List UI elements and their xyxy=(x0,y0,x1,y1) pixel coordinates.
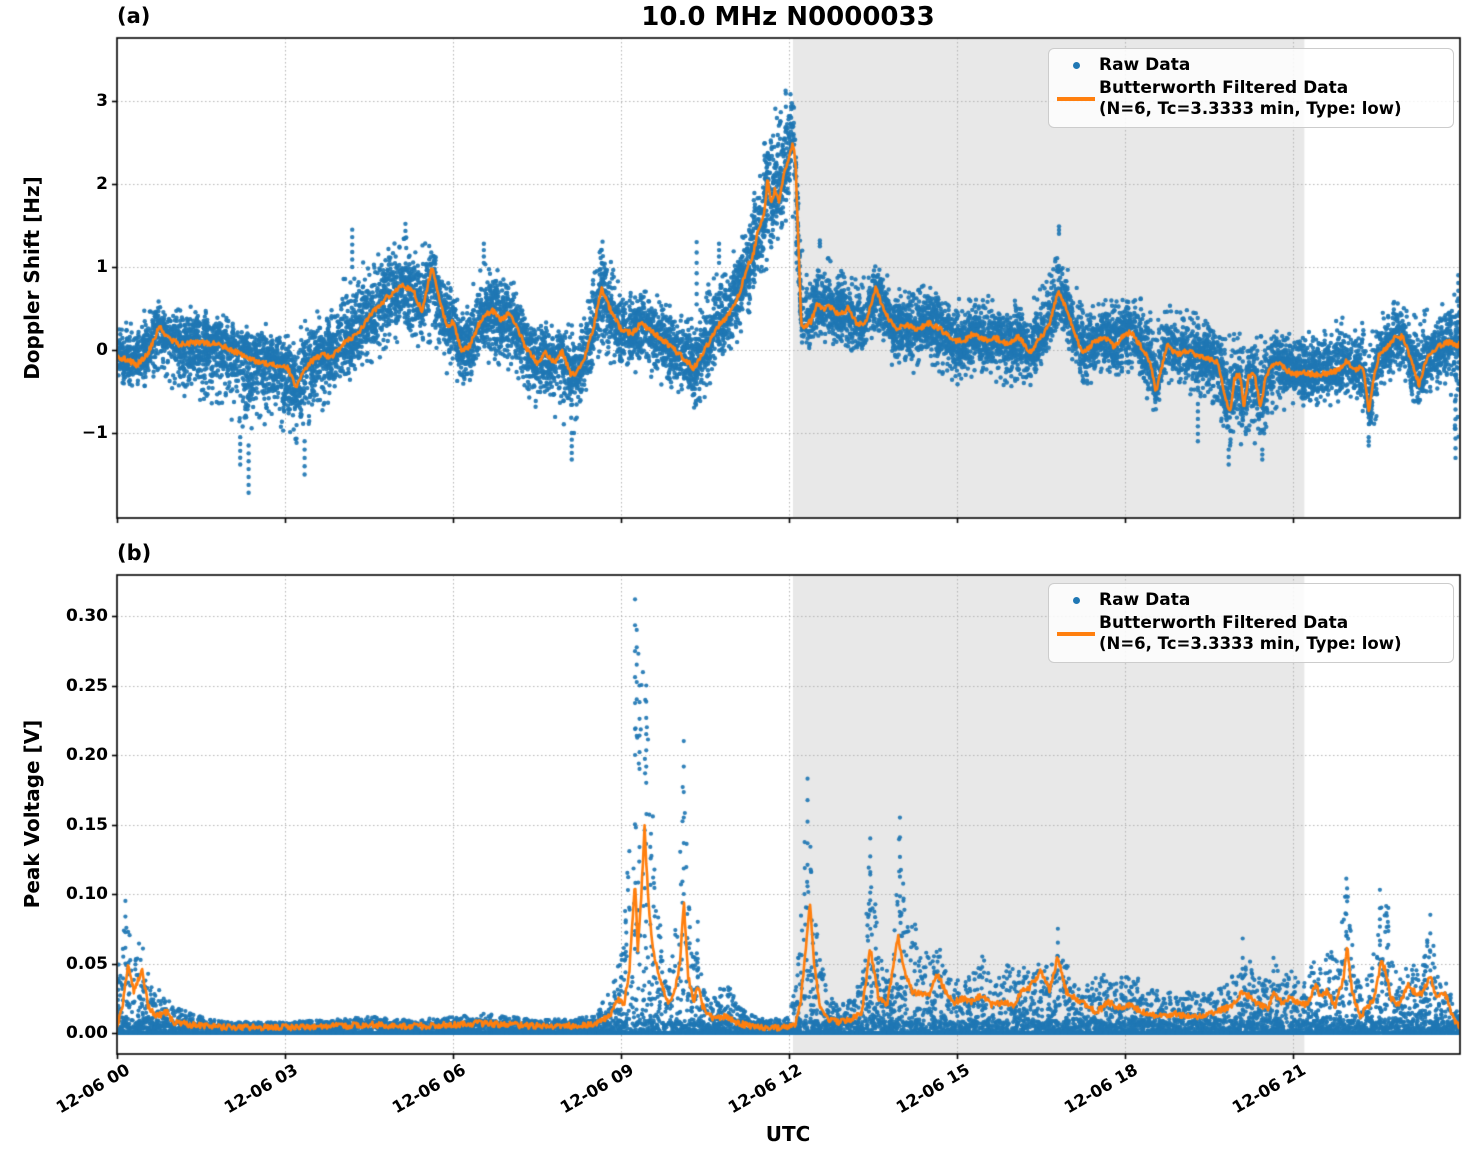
filtered-line-marker-icon xyxy=(1053,97,1099,101)
legend-filtered-label-1: Butterworth Filtered Data xyxy=(1099,613,1349,634)
panel-a-label: (a) xyxy=(117,4,151,28)
y-tick-label: 3 xyxy=(96,91,108,111)
y-tick-label: 0.05 xyxy=(66,953,108,974)
raw-data-marker-icon xyxy=(1053,61,1099,69)
legend-filtered-label-1: Butterworth Filtered Data xyxy=(1099,78,1349,99)
y-tick-label: 2 xyxy=(96,174,108,194)
x-axis-title: UTC xyxy=(765,1122,811,1146)
y-tick-label: 0.25 xyxy=(66,675,108,696)
legend-filtered-label-2: (N=6, Tc=3.3333 min, Type: low) xyxy=(1099,633,1402,653)
panel-b-label: (b) xyxy=(117,541,152,565)
legend-a: Raw Data Butterworth Filtered Data (N=6,… xyxy=(1048,48,1454,129)
raw-data-marker-icon xyxy=(1053,596,1099,604)
legend-b: Raw Data Butterworth Filtered Data (N=6,… xyxy=(1048,583,1454,664)
legend-raw-label: Raw Data xyxy=(1099,55,1191,75)
legend-entry-filtered: Butterworth Filtered Data (N=6, Tc=3.333… xyxy=(1053,613,1443,654)
chart-title: 10.0 MHz N0000033 xyxy=(641,2,935,32)
legend-entry-raw: Raw Data xyxy=(1053,590,1443,610)
y-tick-label: 0.20 xyxy=(66,745,108,765)
y-tick-label: 0.00 xyxy=(66,1023,108,1043)
legend-raw-label: Raw Data xyxy=(1099,590,1191,610)
y-tick-label: 1 xyxy=(96,257,108,277)
y-tick-label: 0.15 xyxy=(66,814,108,835)
legend-entry-filtered: Butterworth Filtered Data (N=6, Tc=3.333… xyxy=(1053,78,1443,119)
y-tick-label: 0 xyxy=(96,340,108,360)
y-tick-label: 0.30 xyxy=(66,606,108,626)
legend-filtered-label-2: (N=6, Tc=3.3333 min, Type: low) xyxy=(1099,98,1402,118)
filtered-line-marker-icon xyxy=(1053,632,1099,636)
y-tick-label: 0.10 xyxy=(66,884,108,904)
y-tick-label: −1 xyxy=(81,423,108,443)
legend-entry-raw: Raw Data xyxy=(1053,55,1443,75)
